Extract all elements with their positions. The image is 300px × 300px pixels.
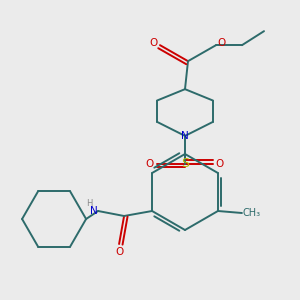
- Text: O: O: [115, 247, 123, 257]
- Text: CH₃: CH₃: [243, 208, 261, 218]
- Text: O: O: [216, 159, 224, 169]
- Text: N: N: [90, 206, 98, 216]
- Text: O: O: [218, 38, 226, 48]
- Text: N: N: [181, 131, 189, 141]
- Text: O: O: [150, 38, 158, 48]
- Text: S: S: [181, 158, 189, 170]
- Text: H: H: [86, 200, 92, 208]
- Text: O: O: [146, 159, 154, 169]
